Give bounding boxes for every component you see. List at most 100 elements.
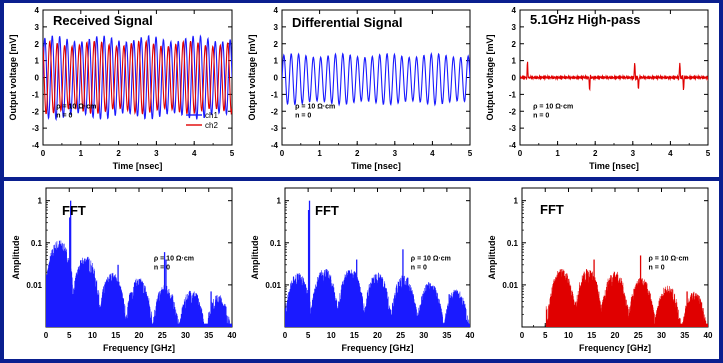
x-tick-label: 15 — [111, 331, 120, 340]
x-tick-label: 40 — [704, 331, 713, 340]
y-tick-label: -4 — [32, 141, 40, 150]
chart-title: FFT — [315, 203, 339, 218]
x-axis-label: Frequency [GHz] — [341, 343, 413, 353]
y-axis-label: Output voltage [mV] — [8, 35, 18, 121]
x-tick-label: 20 — [135, 331, 144, 340]
chart-fft3: 0 5 10 15 20 25 30 35 40 0.01 0.1 1 Frequency [GHz] A… — [487, 187, 713, 353]
chart-title: FFT — [62, 203, 86, 218]
y-tick-label: 1 — [514, 197, 519, 206]
x-tick-label: 25 — [634, 331, 643, 340]
y-tick-label: 4 — [274, 6, 279, 15]
x-tick-label: 2 — [593, 149, 598, 158]
x-tick-label: 30 — [657, 331, 666, 340]
y-tick-label: -3 — [32, 124, 40, 133]
x-tick-label: 10 — [564, 331, 573, 340]
chart-title: 5.1GHz High-pass — [530, 12, 641, 27]
y-tick-label: 1 — [35, 57, 40, 66]
y-tick-label: -3 — [509, 124, 517, 133]
annotation-text: ρ = 10 Ω·cm — [56, 104, 96, 111]
legend-label: ch2 — [205, 121, 218, 130]
annotation-text: ρ = 10 Ω·cm — [154, 255, 194, 262]
y-tick-label: 1 — [38, 197, 43, 206]
panel-fft3-background — [480, 181, 719, 359]
y-axis-label: Amplitude — [11, 236, 21, 280]
plot-area — [285, 200, 470, 327]
plot-area — [46, 200, 232, 327]
y-tick-label: -4 — [271, 141, 279, 150]
x-tick-label: 1 — [555, 149, 560, 158]
series-signal-line — [520, 61, 708, 92]
plot-area — [43, 34, 232, 122]
chart-fft1: 0 5 10 15 20 25 30 35 40 0.01 0.1 1 Frequency [GHz] A… — [11, 187, 237, 353]
x-tick-label: 5 — [230, 149, 235, 158]
annotation-text: n = 0 — [648, 264, 664, 271]
y-tick-label: 1 — [277, 197, 282, 206]
x-tick-label: 4 — [430, 149, 435, 158]
x-tick-label: 3 — [631, 149, 636, 158]
legend-label: ch1 — [205, 111, 218, 120]
y-axis-label: Output voltage [mV] — [247, 35, 257, 121]
chart-differential: 0 1 2 3 4 5 -4 -3 -2 -1 0 1 2 3 4 Time [nsec] Output vol… — [247, 6, 473, 171]
series-ch2-line — [43, 39, 232, 116]
x-axis-label: Time [nsec] — [113, 161, 163, 171]
annotation-text: n = 0 — [411, 264, 427, 271]
x-tick-label: 5 — [706, 149, 711, 158]
y-tick-label: 0.1 — [31, 239, 43, 248]
x-tick-label: 4 — [192, 149, 197, 158]
y-tick-label: 2 — [35, 40, 40, 49]
chart-highpass: 0 1 2 3 4 5 -4 -3 -2 -1 0 1 2 3 4 Time [nsec] Output vol… — [485, 6, 711, 171]
x-tick-label: 2 — [355, 149, 360, 158]
plot-area — [282, 51, 470, 107]
x-tick-label: 1 — [79, 149, 84, 158]
y-tick-label: 0.1 — [507, 239, 519, 248]
x-tick-label: 25 — [396, 331, 405, 340]
x-tick-label: 25 — [158, 331, 167, 340]
y-tick-label: 4 — [35, 6, 40, 15]
x-tick-label: 3 — [393, 149, 398, 158]
x-tick-label: 5 — [306, 331, 311, 340]
x-tick-label: 2 — [116, 149, 121, 158]
series-ch1-line — [43, 34, 232, 122]
y-tick-label: 1 — [512, 57, 517, 66]
y-tick-label: 0.1 — [270, 239, 282, 248]
x-axis-label: Time [nsec] — [351, 161, 401, 171]
x-tick-label: 0 — [520, 331, 525, 340]
x-tick-label: 30 — [419, 331, 428, 340]
panel-fft1-background — [4, 181, 242, 359]
series-signal-line — [282, 51, 470, 107]
plot-area — [520, 61, 708, 92]
plot-area — [545, 255, 708, 327]
panel-fft2-background — [242, 181, 480, 359]
x-tick-label: 0 — [518, 149, 523, 158]
y-tick-label: 4 — [512, 6, 517, 15]
annotation-text: n = 0 — [533, 113, 549, 120]
x-tick-label: 35 — [442, 331, 451, 340]
annotation-text: n = 0 — [56, 113, 72, 120]
x-tick-label: 5 — [67, 331, 72, 340]
y-tick-label: 1 — [274, 57, 279, 66]
x-axis-label: Time [nsec] — [589, 161, 639, 171]
y-tick-label: 0 — [35, 74, 40, 83]
y-tick-label: -3 — [271, 124, 279, 133]
y-tick-label: -1 — [32, 90, 40, 99]
spectrum-area — [46, 240, 232, 327]
y-tick-label: 0 — [512, 74, 517, 83]
x-tick-label: 0 — [44, 331, 49, 340]
y-tick-label: -1 — [271, 90, 279, 99]
chart-fft2: 0 5 10 15 20 25 30 35 40 0.01 0.1 1 Frequency [GHz] A… — [250, 187, 475, 353]
y-tick-label: 2 — [274, 40, 279, 49]
y-tick-label: 0 — [274, 74, 279, 83]
y-tick-label: 3 — [512, 23, 517, 32]
x-tick-label: 3 — [154, 149, 159, 158]
spectrum-area — [285, 269, 470, 327]
chart-title: FFT — [540, 202, 564, 217]
y-tick-label: 3 — [35, 23, 40, 32]
panel-received-background — [4, 3, 242, 177]
y-tick-label: 3 — [274, 23, 279, 32]
x-tick-label: 40 — [466, 331, 475, 340]
annotation-text: n = 0 — [295, 113, 311, 120]
x-tick-label: 0 — [283, 331, 288, 340]
annotation-text: ρ = 10 Ω·cm — [648, 255, 688, 262]
y-axis-label: Output voltage [mV] — [485, 35, 495, 121]
